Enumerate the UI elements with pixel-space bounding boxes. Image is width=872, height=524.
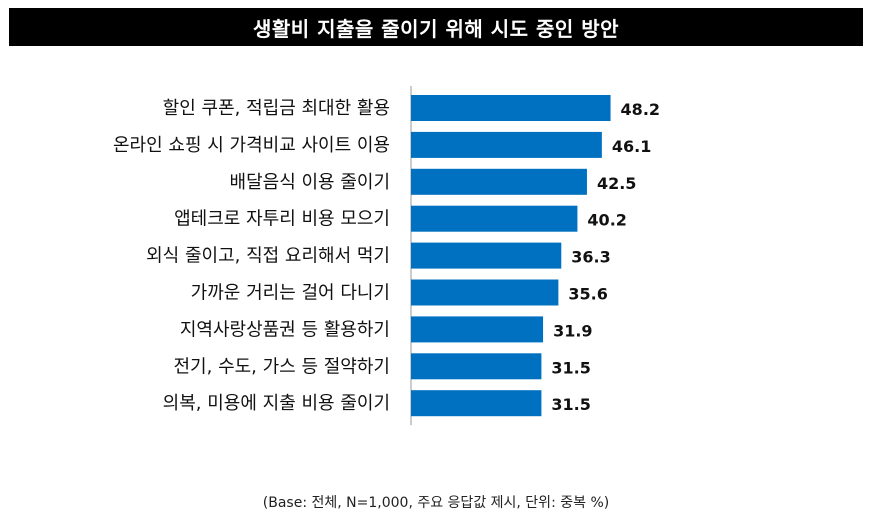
value-label-6: 35.6 xyxy=(568,285,607,304)
category-label-5: 외식 줄이고, 직접 요리해서 먹기 xyxy=(146,246,390,267)
bar-9 xyxy=(411,390,542,417)
category-label-3: 배달음식 이용 줄이기 xyxy=(230,172,390,193)
bar-6 xyxy=(411,279,559,306)
category-label-2: 온라인 쇼핑 시 가격비교 사이트 이용 xyxy=(113,135,390,156)
footnote: (Base: 전체, N=1,000, 주요 응답값 제시, 단위: 중복 %) xyxy=(262,495,610,511)
value-label-3: 42.5 xyxy=(597,174,636,193)
value-label-8: 31.5 xyxy=(551,358,590,377)
bar-1 xyxy=(411,95,611,121)
value-label-2: 46.1 xyxy=(612,137,651,156)
value-label-4: 40.2 xyxy=(587,211,626,230)
category-label-6: 가까운 거리는 걸어 다니기 xyxy=(191,283,390,304)
bars-group xyxy=(411,95,611,417)
bar-2 xyxy=(411,131,602,158)
category-label-1: 할인 쿠폰, 적립금 최대한 활용 xyxy=(163,98,390,119)
bar-7 xyxy=(411,316,544,343)
bar-4 xyxy=(411,205,578,232)
value-label-1: 48.2 xyxy=(621,100,660,119)
value-label-9: 31.5 xyxy=(551,395,590,414)
category-label-8: 전기, 수도, 가스 등 절약하기 xyxy=(174,356,391,377)
bar-3 xyxy=(411,168,587,195)
value-labels-group: 48.2 46.1 42.5 40.2 36.3 35.6 31.9 31.5 31.5 xyxy=(551,100,660,414)
category-label-9: 의복, 미용에 지출 비용 줄이기 xyxy=(163,393,390,414)
chart-title: 생활비 지출을 줄이기 위해 시도 중인 방안 xyxy=(9,8,863,46)
bar-8 xyxy=(411,353,542,380)
category-label-7: 지역사랑상품권 등 활용하기 xyxy=(180,319,390,340)
value-label-7: 31.9 xyxy=(553,321,592,340)
bar-5 xyxy=(411,242,562,269)
value-label-5: 36.3 xyxy=(571,248,610,267)
category-label-4: 앱테크로 자투리 비용 모으기 xyxy=(174,209,390,230)
